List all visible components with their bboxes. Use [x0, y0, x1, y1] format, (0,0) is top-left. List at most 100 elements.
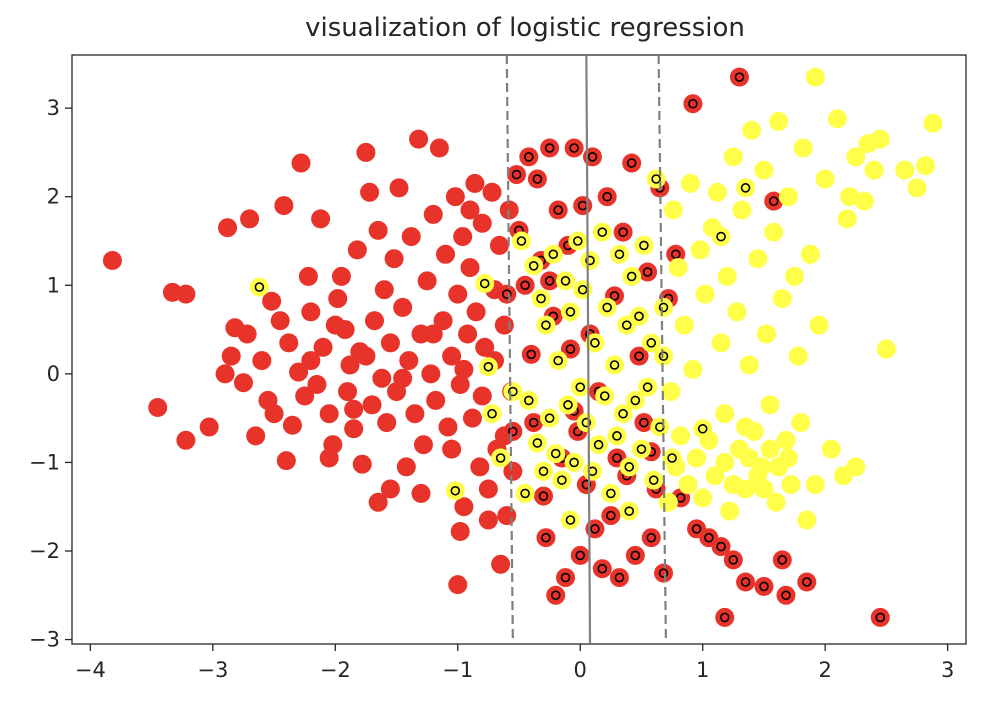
support-vector-marker [606, 510, 616, 521]
data-point [423, 324, 443, 344]
data-point [328, 289, 348, 309]
series-class-1-support-vectors [249, 169, 756, 530]
data-point [372, 368, 392, 388]
data-point [458, 324, 478, 344]
support-vector-marker [704, 532, 714, 543]
data-point [429, 138, 449, 158]
data-point [711, 333, 731, 353]
data-point [533, 486, 553, 506]
support-vector-marker [634, 351, 644, 361]
data-point [715, 404, 735, 424]
data-point [401, 227, 421, 247]
data-point [352, 454, 372, 474]
support-vector-marker [587, 152, 598, 162]
support-vector-marker [716, 541, 726, 552]
data-point [270, 311, 290, 331]
data-point [325, 315, 345, 335]
data-point [715, 452, 735, 472]
data-point [445, 481, 465, 501]
support-vector-marker [487, 408, 497, 419]
data-point [558, 395, 578, 415]
data-point [460, 200, 480, 220]
data-point [707, 182, 727, 202]
data-point [527, 169, 547, 189]
y-tick-label: −2 [29, 539, 60, 563]
data-point [494, 315, 514, 335]
data-point [560, 510, 580, 530]
data-point [634, 235, 654, 255]
support-vector-marker [639, 417, 649, 428]
data-point [595, 386, 615, 406]
data-point [662, 448, 682, 468]
data-point [423, 204, 443, 224]
plot-area [71, 54, 967, 645]
data-point [864, 160, 884, 180]
data-point [781, 475, 801, 495]
data-point [454, 359, 474, 379]
support-vector-marker [569, 143, 579, 153]
data-point [448, 575, 468, 595]
data-point [301, 302, 321, 322]
data-point [527, 433, 547, 453]
support-vector-marker [516, 236, 527, 246]
data-point [788, 346, 808, 366]
support-vector-marker [541, 532, 551, 543]
support-vector-marker [526, 349, 537, 360]
data-point [450, 374, 470, 394]
support-vector-marker [581, 417, 592, 428]
data-point [249, 277, 269, 297]
data-point [511, 231, 531, 251]
data-point [454, 497, 474, 517]
data-point [274, 196, 294, 216]
data-point [289, 362, 309, 382]
data-point [840, 187, 860, 207]
data-point [426, 390, 446, 410]
data-point [413, 435, 433, 455]
support-vector-marker [575, 382, 586, 392]
data-point [543, 244, 563, 264]
data-point [858, 134, 878, 154]
data-point [644, 470, 664, 490]
support-vector-marker [609, 360, 620, 370]
data-point [638, 377, 658, 397]
data-point [764, 191, 784, 211]
data-point [661, 382, 681, 402]
support-vector-marker [520, 280, 530, 291]
data-point [478, 357, 498, 377]
data-point [821, 439, 841, 459]
data-point [582, 461, 602, 481]
data-point [668, 258, 688, 278]
data-point [634, 413, 654, 433]
data-point [246, 426, 266, 446]
data-point [739, 355, 759, 375]
data-point [576, 413, 596, 433]
support-vector-marker [544, 143, 555, 153]
support-vector-marker [609, 291, 620, 301]
data-point [641, 528, 661, 548]
data-point [393, 368, 413, 388]
data-point [625, 545, 645, 565]
data-point [491, 448, 511, 468]
support-vector-marker [626, 271, 637, 282]
data-point [399, 351, 419, 371]
data-point [625, 390, 645, 410]
data-point [356, 142, 376, 162]
support-vector-marker [590, 524, 600, 534]
data-point [436, 244, 456, 264]
data-point [760, 439, 780, 459]
data-point [556, 271, 576, 291]
support-vector-marker [511, 169, 522, 180]
data-point [748, 249, 768, 269]
support-vector-marker [565, 515, 576, 525]
data-point [723, 550, 743, 570]
data-point [347, 240, 367, 260]
support-vector-marker [612, 431, 622, 441]
data-point [291, 153, 311, 173]
data-point [364, 311, 384, 331]
data-point [465, 173, 485, 193]
data-point [827, 109, 847, 129]
data-point [609, 568, 629, 588]
x-tick-label: −2 [320, 658, 351, 682]
support-vector-marker [585, 255, 595, 266]
